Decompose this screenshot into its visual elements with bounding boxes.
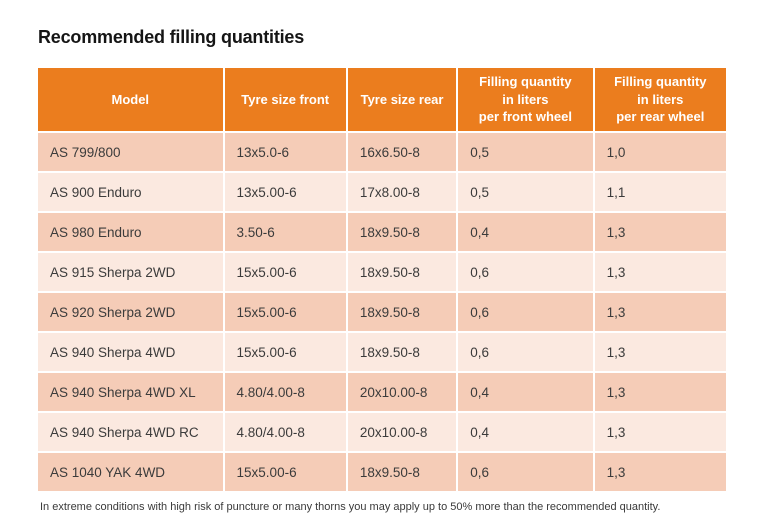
column-header-model: Model bbox=[38, 68, 223, 131]
cell-tyre-rear: 20x10.00-8 bbox=[347, 413, 457, 451]
table-row: AS 940 Sherpa 4WD RC 4.80/4.00-8 20x10.0… bbox=[38, 413, 726, 451]
cell-tyre-rear: 16x6.50-8 bbox=[347, 133, 457, 171]
cell-model: AS 940 Sherpa 4WD RC bbox=[38, 413, 223, 451]
table-row: AS 900 Enduro 13x5.00-6 17x8.00-8 0,5 1,… bbox=[38, 173, 726, 211]
cell-fill-rear: 1,3 bbox=[594, 373, 726, 411]
page-title: Recommended filling quantities bbox=[38, 27, 305, 47]
cell-model: AS 940 Sherpa 4WD XL bbox=[38, 373, 223, 411]
cell-fill-rear: 1,3 bbox=[594, 333, 726, 371]
cell-fill-rear: 1,3 bbox=[594, 293, 726, 331]
column-header-fill-rear: Filling quantity in liters per rear whee… bbox=[594, 68, 726, 131]
cell-fill-front: 0,6 bbox=[458, 453, 593, 491]
table-row: AS 1040 YAK 4WD 15x5.00-6 18x9.50-8 0,6 … bbox=[38, 453, 726, 491]
cell-fill-rear: 1,1 bbox=[594, 173, 726, 211]
cell-model: AS 940 Sherpa 4WD bbox=[38, 333, 223, 371]
cell-model: AS 799/800 bbox=[38, 133, 223, 171]
cell-fill-front: 0,6 bbox=[458, 253, 593, 291]
cell-fill-front: 0,4 bbox=[458, 413, 593, 451]
header-row: Model Tyre size front Tyre size rear Fil… bbox=[38, 68, 726, 131]
cell-fill-rear: 1,3 bbox=[594, 213, 726, 251]
cell-tyre-rear: 18x9.50-8 bbox=[347, 253, 457, 291]
cell-fill-rear: 1,3 bbox=[594, 453, 726, 491]
table-row: AS 915 Sherpa 2WD 15x5.00-6 18x9.50-8 0,… bbox=[38, 253, 726, 291]
cell-model: AS 1040 YAK 4WD bbox=[38, 453, 223, 491]
cell-tyre-front: 15x5.00-6 bbox=[224, 333, 346, 371]
table-row: AS 940 Sherpa 4WD XL 4.80/4.00-8 20x10.0… bbox=[38, 373, 726, 411]
cell-fill-front: 0,6 bbox=[458, 333, 593, 371]
cell-tyre-front: 3.50-6 bbox=[224, 213, 346, 251]
cell-tyre-rear: 18x9.50-8 bbox=[347, 293, 457, 331]
cell-tyre-rear: 18x9.50-8 bbox=[347, 213, 457, 251]
cell-model: AS 900 Enduro bbox=[38, 173, 223, 211]
cell-tyre-front: 15x5.00-6 bbox=[224, 253, 346, 291]
cell-model: AS 920 Sherpa 2WD bbox=[38, 293, 223, 331]
footnote: In extreme conditions with high risk of … bbox=[40, 501, 661, 513]
table-container: Model Tyre size front Tyre size rear Fil… bbox=[36, 66, 728, 493]
cell-fill-rear: 1,3 bbox=[594, 253, 726, 291]
cell-fill-front: 0,6 bbox=[458, 293, 593, 331]
cell-tyre-rear: 18x9.50-8 bbox=[347, 333, 457, 371]
filling-quantities-table: Model Tyre size front Tyre size rear Fil… bbox=[36, 66, 728, 493]
cell-tyre-rear: 20x10.00-8 bbox=[347, 373, 457, 411]
column-header-tyre-rear: Tyre size rear bbox=[347, 68, 457, 131]
cell-tyre-front: 15x5.00-6 bbox=[224, 293, 346, 331]
cell-tyre-rear: 18x9.50-8 bbox=[347, 453, 457, 491]
table-row: AS 799/800 13x5.0-6 16x6.50-8 0,5 1,0 bbox=[38, 133, 726, 171]
cell-tyre-front: 4.80/4.00-8 bbox=[224, 373, 346, 411]
table-row: AS 940 Sherpa 4WD 15x5.00-6 18x9.50-8 0,… bbox=[38, 333, 726, 371]
cell-fill-front: 0,5 bbox=[458, 173, 593, 211]
cell-fill-front: 0,5 bbox=[458, 133, 593, 171]
table-row: AS 920 Sherpa 2WD 15x5.00-6 18x9.50-8 0,… bbox=[38, 293, 726, 331]
cell-tyre-front: 4.80/4.00-8 bbox=[224, 413, 346, 451]
cell-tyre-front: 15x5.00-6 bbox=[224, 453, 346, 491]
cell-tyre-front: 13x5.00-6 bbox=[224, 173, 346, 211]
table-row: AS 980 Enduro 3.50-6 18x9.50-8 0,4 1,3 bbox=[38, 213, 726, 251]
cell-model: AS 915 Sherpa 2WD bbox=[38, 253, 223, 291]
cell-tyre-rear: 17x8.00-8 bbox=[347, 173, 457, 211]
cell-model: AS 980 Enduro bbox=[38, 213, 223, 251]
cell-fill-rear: 1,3 bbox=[594, 413, 726, 451]
column-header-tyre-front: Tyre size front bbox=[224, 68, 346, 131]
cell-fill-front: 0,4 bbox=[458, 213, 593, 251]
column-header-fill-front: Filling quantity in liters per front whe… bbox=[458, 68, 593, 131]
cell-fill-front: 0,4 bbox=[458, 373, 593, 411]
cell-fill-rear: 1,0 bbox=[594, 133, 726, 171]
cell-tyre-front: 13x5.0-6 bbox=[224, 133, 346, 171]
